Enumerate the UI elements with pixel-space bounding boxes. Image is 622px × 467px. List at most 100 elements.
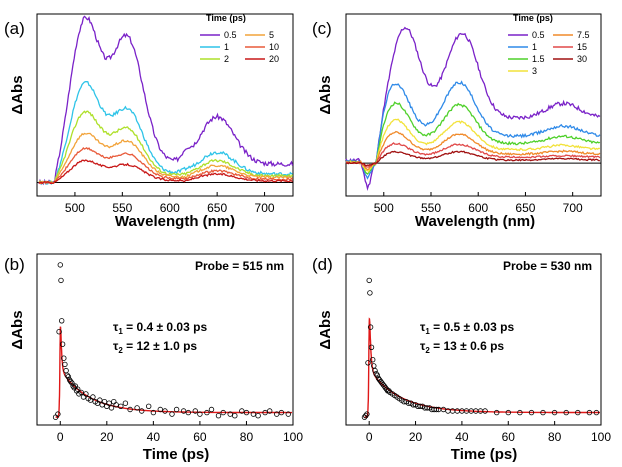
data-point [185, 409, 191, 416]
data-point [370, 357, 376, 363]
data-point [540, 409, 546, 416]
x-tick-label: 650 [515, 201, 535, 215]
x-tick-label: 700 [563, 201, 583, 215]
x-tick-label: 100 [283, 430, 303, 444]
x-axis-label: Time (ps) [451, 446, 517, 463]
series-line [346, 101, 601, 175]
data-point [365, 360, 371, 366]
tau2-label: τ2 = 12 ± 1.0 ps [113, 339, 197, 355]
data-point [551, 409, 558, 416]
data-point [482, 408, 488, 414]
fit-line [364, 317, 600, 418]
data-point [157, 406, 163, 413]
panel-label: (d) [312, 255, 333, 274]
data-point [517, 409, 523, 416]
plot-frame [345, 253, 602, 426]
data-point [108, 405, 115, 411]
data-point [118, 403, 124, 409]
probe-annotation: Probe = 515 nm [195, 259, 284, 273]
x-tick-label: 40 [455, 430, 469, 444]
data-point [69, 380, 75, 386]
data-point [215, 413, 222, 419]
legend-title: Time (ps) [206, 13, 246, 23]
plot-area [345, 13, 602, 197]
data-point [386, 388, 392, 394]
x-tick-label: 700 [255, 201, 275, 215]
data-point [255, 413, 261, 419]
data-point [180, 408, 187, 414]
data-point [101, 399, 108, 405]
series-line [345, 130, 601, 171]
x-axis-label: Time (ps) [143, 446, 209, 463]
data-point [62, 361, 68, 368]
data-point [593, 409, 600, 416]
data-point [56, 329, 62, 335]
legend-entry: 3 [532, 66, 537, 76]
legend: Time (ps) 0.5 1 2 5 10 20 [200, 13, 279, 64]
data-point [232, 413, 238, 419]
y-axis-label: ΔAbs [9, 75, 26, 114]
x-tick-label: 650 [207, 201, 227, 215]
data-point [250, 411, 257, 417]
legend-entry: 2 [224, 54, 229, 64]
data-point [106, 400, 112, 406]
data-point [575, 409, 581, 416]
series-line [38, 146, 293, 185]
x-tick-label: 550 [421, 201, 441, 215]
plot-frame [345, 13, 602, 197]
data-point [243, 409, 250, 416]
x-ticks: 0 20 40 60 80 100 [366, 421, 611, 444]
panel-c: (c) ΔAbs Wavelength (nm) 500 550 600 650 700… [312, 13, 602, 230]
panel-a: (a) ΔAbs Wavelength (nm) 500 550 600 650 700… [4, 13, 294, 230]
data-point [208, 406, 215, 413]
tau1-label: τ1 = 0.4 ± 0.03 ps [113, 320, 207, 336]
x-tick-label: 500 [65, 201, 85, 215]
data-point [150, 409, 157, 416]
data-point [65, 374, 72, 380]
data-point [197, 411, 203, 417]
data-point [55, 411, 61, 417]
data-point [410, 402, 416, 408]
data-point [278, 409, 285, 416]
series-line [345, 80, 601, 180]
data-point [70, 383, 76, 389]
data-point [239, 408, 245, 414]
data-point [58, 277, 64, 284]
data-point [528, 409, 535, 416]
data-point [64, 372, 70, 378]
plot-area [36, 13, 294, 197]
x-axis-label: Wavelength (nm) [115, 213, 235, 230]
data-point [363, 413, 369, 419]
legend-entry: 15 [577, 42, 587, 52]
x-ticks: 500 550 600 650 700 [65, 192, 275, 215]
series-line [345, 26, 601, 191]
data-point [586, 409, 593, 416]
data-point [59, 341, 66, 347]
x-tick-label: 0 [57, 430, 64, 444]
x-ticks: 500 550 600 650 700 [374, 192, 583, 215]
data-point [67, 378, 74, 385]
panel-label: (a) [4, 19, 25, 38]
x-tick-label: 550 [112, 201, 132, 215]
data-point [440, 406, 447, 413]
probe-annotation: Probe = 530 nm [503, 259, 592, 273]
legend-entry: 1.5 [532, 54, 545, 64]
legend-entry: 30 [577, 54, 587, 64]
plot-area [345, 253, 602, 426]
legend-entry: 1 [532, 42, 537, 52]
x-tick-label: 80 [548, 430, 562, 444]
y-axis-label: ΔAbs [317, 310, 334, 349]
x-tick-label: 40 [147, 430, 161, 444]
data-point [368, 344, 375, 350]
x-axis-label: Wavelength (nm) [415, 213, 535, 230]
legend-entry: 20 [269, 54, 279, 64]
data-point [401, 399, 407, 405]
series-line [38, 15, 294, 186]
x-tick-label: 20 [100, 430, 114, 444]
data-point [373, 371, 379, 377]
legend-entry: 1 [224, 42, 229, 52]
data-point [262, 409, 268, 416]
series-line [38, 132, 293, 184]
